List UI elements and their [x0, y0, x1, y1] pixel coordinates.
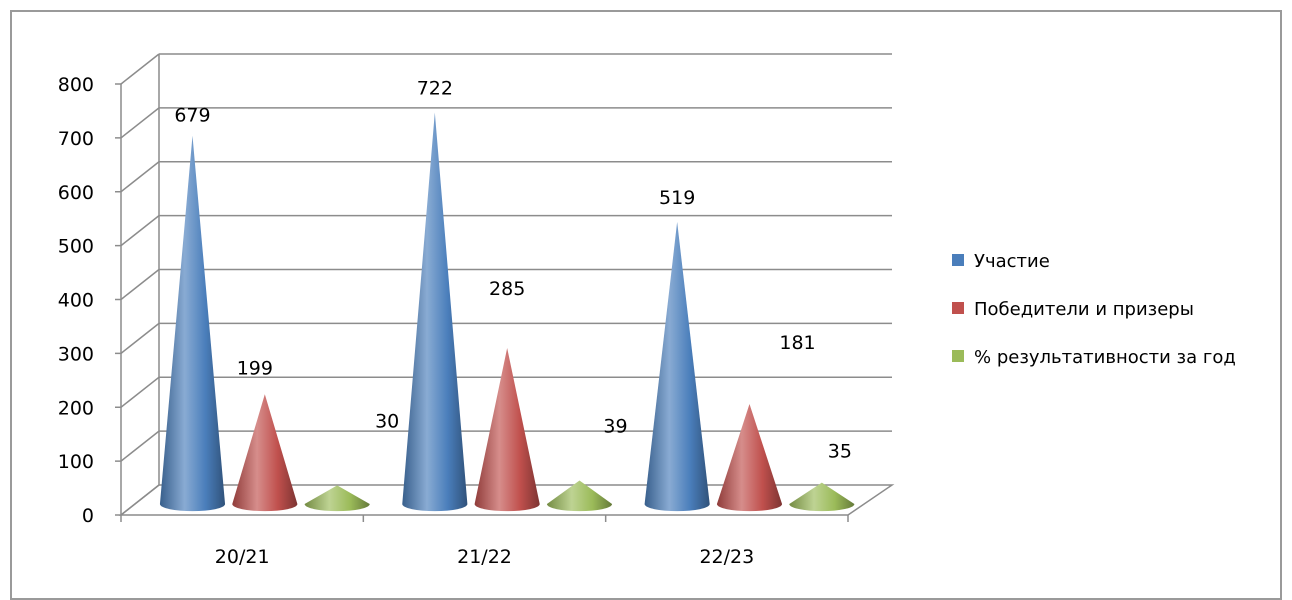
- gridline-diag-600: [120, 161, 160, 193]
- data-label: 39: [603, 415, 627, 437]
- data-label: 519: [659, 187, 695, 209]
- data-label: 679: [174, 105, 210, 127]
- gridline-diag-300: [120, 322, 160, 354]
- cone-1-22/23: [644, 221, 710, 512]
- cone-1-20/21: [159, 135, 226, 512]
- data-label: 199: [237, 357, 273, 379]
- cone-2-21/22: [474, 347, 540, 512]
- gridline-diag-700: [120, 107, 160, 139]
- y-tick-label: 300: [58, 343, 94, 365]
- legend-swatch: [952, 302, 964, 314]
- data-label: 285: [489, 278, 525, 300]
- cone-2-22/23: [716, 403, 783, 512]
- legend: Участие Победители и призеры % результатив…: [952, 251, 1236, 368]
- axes: [115, 54, 895, 522]
- cone-3-21/22: [546, 480, 613, 512]
- cone-3-22/23: [789, 482, 855, 512]
- x-category-label: 22/23: [699, 546, 754, 568]
- legend-label: % результативности за год: [974, 347, 1236, 368]
- legend-swatch: [952, 350, 964, 362]
- y-tick-label: 700: [58, 128, 94, 150]
- y-tick-label: 500: [58, 236, 94, 258]
- gridline-diag-500: [120, 215, 160, 247]
- data-label: 181: [779, 332, 815, 354]
- legend-label: Победители и призеры: [974, 299, 1194, 320]
- y-tick-label: 800: [58, 74, 94, 96]
- x-category-label: 21/22: [457, 546, 512, 568]
- data-label: 30: [375, 410, 399, 432]
- legend-label: Участие: [974, 251, 1050, 272]
- gridline-diag-400: [120, 268, 160, 301]
- gridline-diag-100: [120, 430, 160, 462]
- gridline-diag-800: [120, 53, 160, 85]
- gridline-diag-200: [120, 376, 160, 408]
- cones: [159, 112, 855, 512]
- y-tick-label: 600: [58, 182, 94, 204]
- legend-swatch: [952, 254, 964, 266]
- data-label: 722: [417, 78, 453, 100]
- y-tick-label: 400: [58, 290, 94, 312]
- y-tick-label: 0: [82, 505, 94, 527]
- labels: 0 100 200 300 400 500 600 700 800 20/21 21/22 22/23…: [58, 74, 852, 568]
- y-tick-label: 100: [58, 451, 94, 473]
- cone-2-20/21: [232, 394, 298, 512]
- y-tick-label: 200: [58, 397, 94, 419]
- cone-3-20/21: [304, 485, 370, 512]
- data-label: 35: [828, 441, 852, 463]
- x-category-label: 20/21: [215, 546, 270, 568]
- cone-1-21/22: [402, 112, 468, 512]
